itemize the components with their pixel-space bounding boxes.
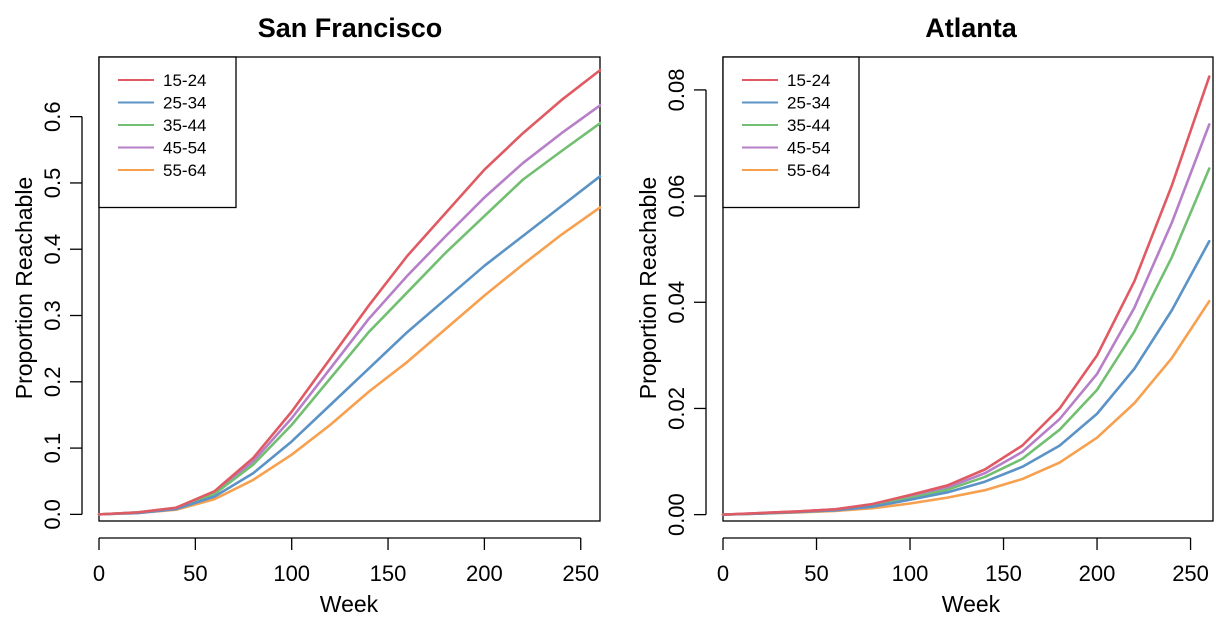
series-line-25-34: [721, 239, 1211, 516]
legend-label: 45-54: [163, 139, 206, 158]
legend: 15-24 25-34 35-44 45-54 55-64: [722, 56, 860, 209]
x-tick-label: 0: [93, 561, 105, 586]
panel-atlanta: Atlanta Week Proportion Reachable 0 50 100…: [635, 13, 1214, 617]
y-tick-label: 0.4: [40, 234, 65, 265]
legend-label: 55-64: [787, 161, 830, 180]
series-group: [97, 68, 602, 516]
x-tick-label: 100: [273, 561, 310, 586]
panel-san-francisco: San Francisco Week Proportion Reachable …: [11, 13, 602, 617]
series-group: [721, 75, 1211, 516]
plot-frame: [722, 56, 1214, 522]
y-tick-label: 0.00: [664, 493, 689, 536]
legend-label: 45-54: [787, 139, 830, 158]
series-line-25-34: [97, 175, 602, 516]
x-tick-label: 150: [370, 561, 407, 586]
chart-title: San Francisco: [258, 13, 443, 43]
x-tick-label: 250: [562, 561, 599, 586]
y-tick-label: 0.3: [40, 300, 65, 331]
series-line-15-24: [97, 68, 602, 516]
x-axis: 0 50 100 150 200 250: [93, 537, 599, 586]
legend-label: 25-34: [787, 94, 830, 113]
x-tick-label: 0: [717, 561, 729, 586]
series-line-15-24: [721, 75, 1211, 516]
y-tick-label: 0.04: [664, 281, 689, 324]
y-tick-label: 0.5: [40, 168, 65, 199]
plot-area: 0 50 100 150 200 250 0.0 0.1 0.2 0.3 0.4 0.5 0.6 15-2…: [40, 56, 602, 586]
y-tick-label: 0.6: [40, 101, 65, 132]
x-tick-label: 200: [1079, 561, 1116, 586]
legend-label: 55-64: [163, 161, 206, 180]
legend: 15-24 25-34 35-44 45-54 55-64: [98, 56, 237, 209]
y-axis-label: Proportion Reachable: [635, 177, 661, 399]
legend-box: [98, 56, 237, 209]
y-tick-label: 0.1: [40, 433, 65, 464]
legend-label: 35-44: [163, 116, 206, 135]
y-axis: 0.0 0.1 0.2 0.3 0.4 0.5 0.6: [40, 101, 83, 530]
legend-label: 25-34: [163, 94, 206, 113]
x-tick-label: 150: [985, 561, 1022, 586]
x-tick-label: 100: [892, 561, 929, 586]
y-tick-label: 0.06: [664, 175, 689, 218]
y-tick-label: 0.2: [40, 367, 65, 398]
series-line-35-44: [721, 167, 1211, 516]
plot-area: 0 50 100 150 200 250 0.00 0.02 0.04 0.06 0.08 15-24…: [664, 56, 1214, 586]
plot-frame: [98, 56, 601, 522]
x-axis-label: Week: [942, 591, 1001, 617]
legend-label: 35-44: [787, 116, 830, 135]
x-tick-label: 50: [804, 561, 828, 586]
legend-box: [722, 56, 860, 209]
y-tick-label: 0.02: [664, 387, 689, 430]
legend-label: 15-24: [787, 71, 830, 90]
y-axis-label: Proportion Reachable: [11, 177, 37, 399]
y-tick-label: 0.08: [664, 69, 689, 112]
y-tick-label: 0.0: [40, 499, 65, 530]
x-axis: 0 50 100 150 200 250: [717, 537, 1209, 586]
series-line-55-64: [97, 206, 602, 516]
y-axis: 0.00 0.02 0.04 0.06 0.08: [664, 69, 707, 536]
x-tick-label: 200: [466, 561, 503, 586]
x-axis-label: Week: [320, 591, 379, 617]
legend-label: 15-24: [163, 71, 206, 90]
x-tick-label: 50: [183, 561, 207, 586]
chart-title: Atlanta: [925, 13, 1017, 43]
x-tick-label: 250: [1172, 561, 1209, 586]
